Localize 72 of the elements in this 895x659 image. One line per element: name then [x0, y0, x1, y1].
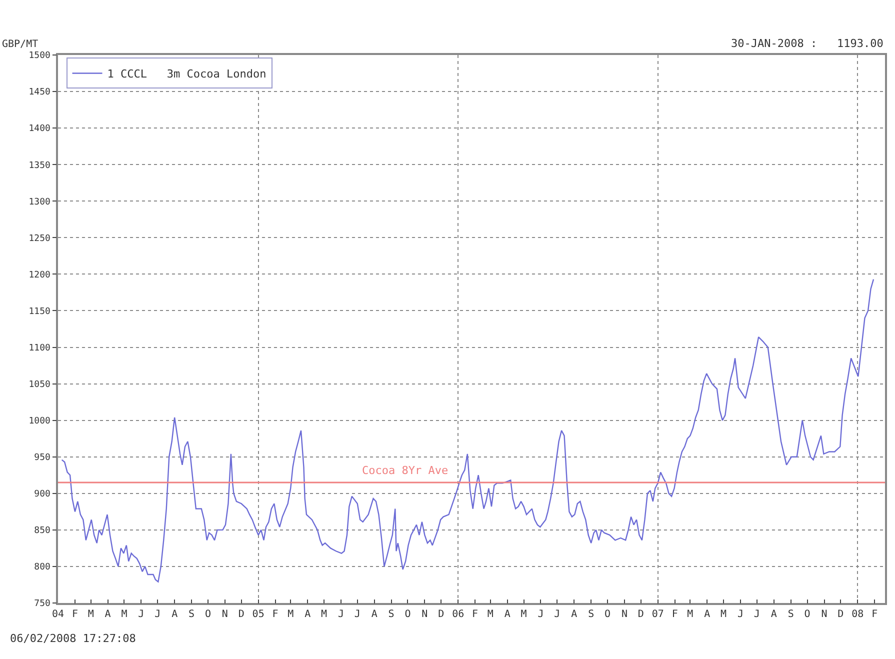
y-tick-label: 950	[34, 453, 50, 464]
x-tick-label: 07	[652, 608, 664, 620]
y-tick-label: 900	[34, 490, 50, 500]
x-tick-label: F	[72, 608, 78, 620]
x-tick-label: J	[338, 608, 344, 620]
x-tick-label: S	[388, 608, 394, 620]
y-tick-label: 1350	[28, 160, 50, 171]
y-tick-label: 1100	[28, 343, 50, 354]
x-tick-label: O	[404, 608, 411, 620]
y-tick-label: 1500	[28, 51, 50, 62]
x-tick-label: M	[520, 608, 527, 620]
x-tick-label: F	[672, 608, 678, 620]
y-tick-label: 1050	[28, 380, 50, 390]
y-tick-label: 1300	[28, 197, 50, 208]
x-tick-label: D	[638, 608, 644, 620]
x-tick-label: A	[172, 608, 178, 620]
legend-label: 1 CCCL 3m Cocoa London	[107, 68, 266, 81]
x-tick-label: N	[422, 608, 428, 620]
x-tick-label: J	[554, 608, 560, 620]
y-tick-label: 1450	[28, 88, 50, 98]
y-tick-label: 800	[34, 562, 50, 573]
x-tick-label: D	[838, 608, 844, 620]
x-tick-label: A	[571, 608, 578, 620]
x-tick-label: N	[621, 608, 628, 620]
x-tick-label: J	[754, 608, 760, 620]
x-tick-label: M	[720, 608, 727, 620]
x-tick-label: 08	[852, 608, 864, 620]
x-tick-label: N	[222, 608, 228, 620]
x-tick-label: M	[320, 608, 328, 620]
x-tick-label: M	[121, 608, 128, 620]
x-tick-label: O	[204, 608, 211, 620]
x-tick-label: J	[154, 608, 161, 620]
ref-line-label: Cocoa 8Yr Ave	[362, 464, 448, 477]
x-tick-label: A	[704, 608, 710, 620]
x-tick-label: A	[304, 608, 311, 620]
x-tick-label: A	[104, 608, 111, 620]
x-tick-label: M	[88, 608, 94, 620]
x-tick-label: F	[872, 608, 878, 620]
y-tick-label: 750	[34, 599, 50, 610]
x-tick-label: J	[138, 608, 144, 620]
x-tick-label: J	[354, 608, 360, 620]
y-tick-label: 1200	[28, 270, 50, 280]
y-tick-label: 1400	[28, 124, 50, 134]
x-tick-label: D	[238, 608, 244, 620]
text: 30-JAN-2008 : 1193.00	[731, 37, 884, 50]
x-tick-label: S	[788, 608, 794, 620]
x-tick-label: M	[687, 608, 694, 620]
x-tick-label: A	[770, 608, 777, 620]
y-tick-label: 850	[34, 526, 50, 536]
x-tick-label: J	[737, 608, 744, 620]
x-tick-label: F	[472, 608, 478, 620]
y-tick-label: 1250	[28, 234, 50, 244]
line-series	[61, 278, 874, 582]
x-tick-label: O	[804, 608, 810, 620]
x-tick-label: 04	[52, 608, 64, 620]
x-tick-label: A	[504, 608, 510, 620]
x-tick-label: A	[371, 608, 378, 620]
x-tick-label: J	[538, 608, 544, 620]
x-tick-label: 06	[452, 608, 464, 620]
x-tick-label: D	[438, 608, 444, 620]
x-tick-label: M	[487, 608, 494, 620]
text: 06/02/2008 17:27:08	[10, 632, 136, 645]
x-tick-label: 05	[252, 608, 264, 620]
x-tick-label: S	[188, 608, 195, 620]
y-tick-label: 1000	[28, 416, 50, 426]
x-tick-label: N	[821, 608, 828, 620]
x-tick-label: F	[272, 608, 278, 620]
y-axis-title: GBP/MT	[2, 39, 38, 50]
x-tick-label: O	[604, 608, 611, 620]
y-tick-label: 1150	[28, 306, 50, 317]
x-tick-label: S	[588, 608, 594, 620]
x-tick-label: M	[288, 608, 294, 620]
